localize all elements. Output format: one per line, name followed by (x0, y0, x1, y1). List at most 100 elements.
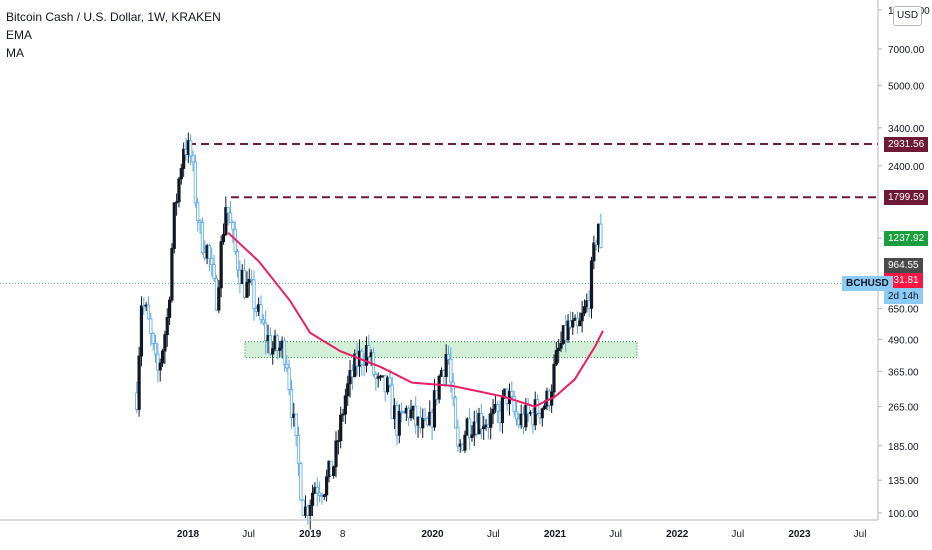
candle (212, 255, 216, 283)
candle (261, 314, 265, 326)
candle (409, 399, 413, 421)
candle (175, 193, 179, 216)
candle (153, 334, 158, 363)
legend-title: Bitcoin Cash / U.S. Dollar, 1W, KRAKEN (6, 10, 221, 24)
candle (172, 202, 176, 254)
price-tag: 2931.56 (884, 136, 929, 152)
x-tick-label: 2019 (299, 529, 322, 540)
symbol-tag: BCHUSD (842, 276, 893, 291)
legend-ma[interactable]: MA (6, 46, 24, 60)
candle (137, 346, 141, 417)
candle (160, 349, 165, 368)
candle (463, 430, 467, 453)
candle (287, 359, 291, 396)
candle (151, 331, 155, 351)
legend-ema[interactable]: EMA (6, 28, 33, 42)
candle (554, 341, 558, 366)
y-tick-label: 100.00 (888, 509, 919, 520)
candle (198, 219, 202, 234)
candle (210, 247, 214, 277)
candle (177, 176, 181, 208)
candle (325, 469, 329, 502)
candle (367, 334, 371, 365)
y-tick-label: 2400.00 (888, 162, 925, 173)
x-tick-label: 2018 (177, 529, 200, 540)
x-tick-label: Jul (242, 529, 255, 540)
candle (348, 359, 352, 398)
candle (468, 408, 472, 450)
candle (479, 403, 483, 440)
y-tick-label: 265.00 (888, 403, 919, 414)
currency-button[interactable]: USD (893, 6, 922, 26)
x-tick-label: 2022 (666, 529, 689, 540)
candle (376, 372, 380, 388)
price-tag: 1237.92 (884, 230, 929, 246)
candle (489, 407, 493, 440)
candle (491, 398, 495, 425)
x-tick-label: 2023 (788, 529, 811, 540)
candle (170, 243, 174, 303)
candle (217, 280, 221, 314)
candle (310, 484, 315, 517)
candle (264, 310, 268, 355)
axes (0, 0, 879, 521)
candle (182, 142, 186, 177)
candle (339, 406, 343, 449)
candle (451, 373, 455, 406)
candle (341, 408, 345, 422)
candle (397, 404, 401, 444)
support-zone (244, 341, 638, 359)
price-tag: 931.81 (884, 272, 923, 288)
candle (322, 493, 326, 501)
candle (231, 220, 235, 243)
price-tag: 1799.59 (884, 189, 929, 205)
candle (285, 355, 289, 372)
support-zone-rect (244, 341, 638, 359)
candle (571, 311, 575, 335)
candle (196, 197, 200, 232)
x-axis-ticks: 2018 Jul 2019 8 2020 Jul 2021 Jul 2022 Jul 2023 Jul (177, 529, 867, 540)
candle (149, 312, 153, 347)
candle (456, 419, 460, 452)
candle (228, 201, 233, 224)
candle (191, 150, 195, 172)
candle (317, 481, 322, 503)
candle (437, 374, 441, 404)
candle (275, 333, 280, 360)
candle (336, 429, 340, 455)
candle (299, 461, 303, 501)
candle (582, 299, 587, 317)
resistance-lines (188, 143, 878, 199)
candle (421, 408, 425, 438)
candle (193, 154, 197, 208)
x-tick-label: Jul (854, 529, 867, 540)
x-tick-label: Jul (731, 529, 744, 540)
candle (589, 256, 594, 319)
candle (247, 268, 251, 297)
candle (444, 344, 448, 387)
candle (510, 381, 514, 400)
y-tick-label: 3400.00 (888, 124, 925, 135)
y-tick-label: 5000.00 (888, 82, 925, 93)
candle (296, 426, 301, 477)
candle (566, 314, 570, 343)
price-tag: 964.55 (884, 257, 923, 273)
candle (189, 134, 193, 166)
candle (146, 296, 151, 320)
candle (259, 295, 263, 325)
candle (271, 341, 275, 365)
x-tick-label: Jul (609, 529, 622, 540)
candle (592, 235, 596, 270)
y-tick-label: 185.00 (888, 442, 919, 453)
chart-legend: Bitcoin Cash / U.S. Dollar, 1W, KRAKEN E… (6, 8, 221, 62)
candle (432, 378, 437, 431)
candle (453, 395, 458, 429)
candle (315, 477, 319, 507)
x-tick-label: 8 (340, 529, 346, 540)
x-tick-label: Jul (487, 529, 500, 540)
candle (294, 413, 298, 447)
candle (252, 270, 256, 321)
candle (334, 431, 338, 478)
candle (221, 223, 226, 245)
